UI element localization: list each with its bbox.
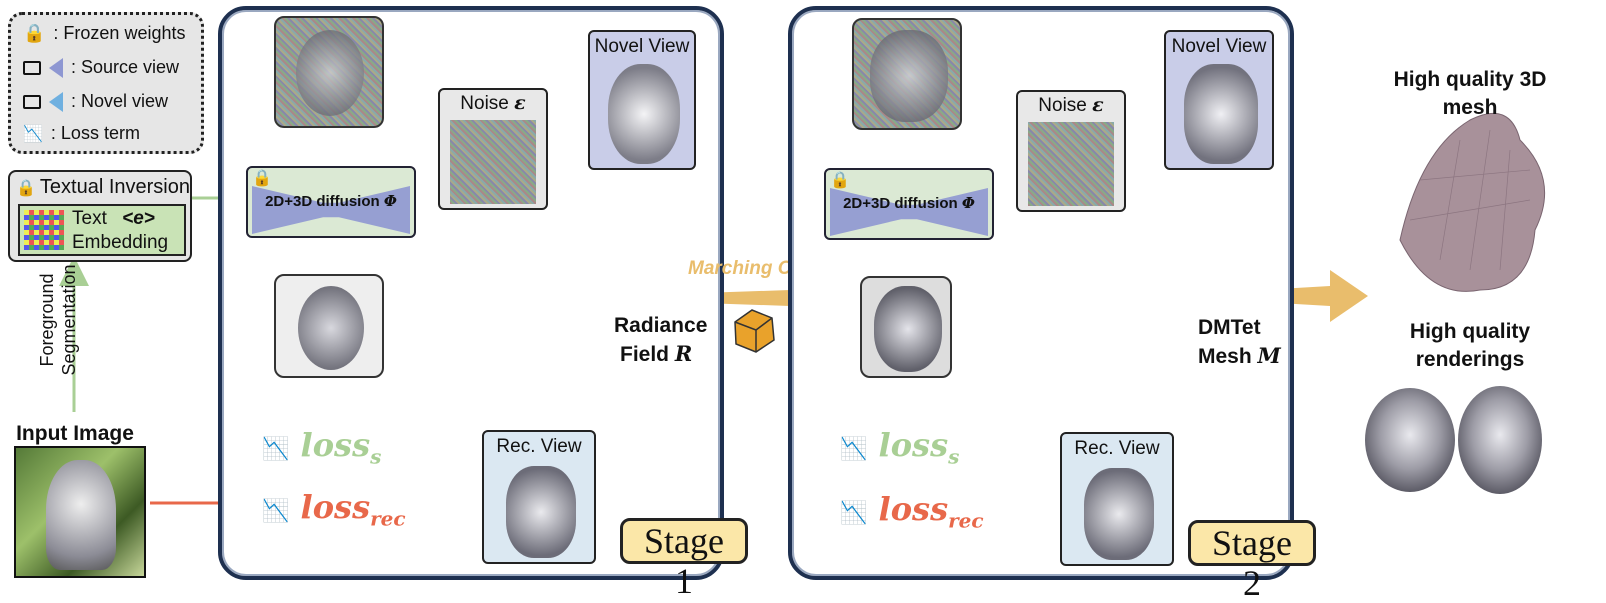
loss-curve-icon: 📉 xyxy=(262,436,290,462)
stage2-noise-box: Noise ε xyxy=(1016,90,1126,212)
input-image xyxy=(14,446,146,578)
noise-label: Noise xyxy=(1038,95,1087,116)
stage1-loss-rec: 📉 lossrec xyxy=(262,488,406,531)
stage2-rec-view: Rec. View xyxy=(1060,432,1174,566)
input-image-label: Input Image xyxy=(16,422,134,445)
stage1-label: Stage 1 xyxy=(620,518,748,601)
stage2-diffusion-model: 🔒 2D+3D diffusion Φ xyxy=(824,168,994,240)
stage2-loss-s: 📉 losss xyxy=(840,426,960,469)
loss-curve-icon: 📉 xyxy=(23,125,43,143)
stage1-loss-s: 📉 losss xyxy=(262,426,382,469)
noise-image xyxy=(1028,122,1114,206)
embedding-grid-icon xyxy=(24,210,64,250)
legend-loss: 📉 : Loss term xyxy=(23,123,140,143)
legend-source: : Source view xyxy=(23,57,179,78)
stage1-noise-box: Noise ε xyxy=(438,88,548,210)
novel-camera-icon xyxy=(23,94,41,109)
lock-icon: 🔒 xyxy=(16,179,36,197)
loss-curve-icon: 📉 xyxy=(840,500,868,526)
embedding-text-label: Text xyxy=(72,208,107,229)
stage2-denoised-render xyxy=(860,276,952,378)
legend-frozen: 🔒 : Frozen weights xyxy=(23,23,186,43)
rec-view-render xyxy=(1084,468,1154,560)
stage1-rec-view: Rec. View xyxy=(482,430,596,564)
lock-icon: 🔒 xyxy=(252,170,272,187)
stage1-novel-view: Novel View xyxy=(588,30,696,170)
noise-image xyxy=(450,120,536,204)
lock-icon: 🔒 xyxy=(830,172,850,189)
diffusion-label: 2D+3D diffusion xyxy=(265,193,380,210)
legend-novel: : Novel view xyxy=(23,91,168,112)
lock-icon: 🔒 xyxy=(23,23,46,43)
output-arrow xyxy=(1226,270,1368,322)
embedding-label: Embedding xyxy=(72,232,169,253)
legend: 🔒 : Frozen weights : Source view : Novel… xyxy=(8,12,204,154)
stage2-label: Stage 2 xyxy=(1188,520,1316,603)
embedding-box: Text <e> Embedding xyxy=(18,204,186,256)
dmtet-mesh-label: DMTet Mesh M xyxy=(1198,316,1281,368)
stage1-noisy-render xyxy=(274,16,384,128)
output-mesh-label: High quality 3D mesh xyxy=(1393,68,1547,119)
textual-inversion-box: 🔒 Textual Inversion Text <e> Embedding xyxy=(8,170,192,262)
novel-view-cone xyxy=(49,91,63,112)
novel-view-render xyxy=(608,64,680,164)
textual-inversion-title: Textual Inversion xyxy=(39,176,190,198)
output-renderings xyxy=(1365,386,1542,494)
source-view-cone xyxy=(49,57,63,78)
input-dragon-statue xyxy=(46,460,116,570)
loss-curve-icon: 📉 xyxy=(262,498,290,524)
stage2-novel-view: Novel View xyxy=(1164,30,1274,170)
field-symbol: M xyxy=(1257,343,1281,368)
novel-view-render xyxy=(1184,64,1258,164)
source-camera-icon xyxy=(23,60,41,75)
stage1-diffusion-model: 🔒 2D+3D diffusion Φ xyxy=(246,166,416,238)
diffusion-symbol: Φ xyxy=(383,192,397,210)
diffusion-symbol: Φ xyxy=(961,194,975,212)
stage2-noisy-render xyxy=(852,18,962,130)
diffusion-label: 2D+3D diffusion xyxy=(843,195,958,212)
marching-cube-icon xyxy=(734,309,775,353)
rec-view-render xyxy=(506,466,576,558)
noise-symbol: ε xyxy=(1092,94,1104,116)
noise-symbol: ε xyxy=(514,92,526,114)
stage2-loss-rec: 📉 lossrec xyxy=(840,490,984,533)
loss-curve-icon: 📉 xyxy=(840,436,868,462)
noise-label: Noise xyxy=(460,93,509,114)
embedding-token: <e> xyxy=(122,208,155,229)
field-symbol: R xyxy=(674,341,693,366)
foreground-segmentation-label: Foreground Segmentation xyxy=(37,264,79,376)
output-mesh-render xyxy=(1399,112,1546,292)
stage1-denoised-render xyxy=(274,274,384,378)
radiance-field-label: Radiance Field R xyxy=(614,314,708,366)
output-render-label: High quality renderings xyxy=(1409,320,1531,371)
